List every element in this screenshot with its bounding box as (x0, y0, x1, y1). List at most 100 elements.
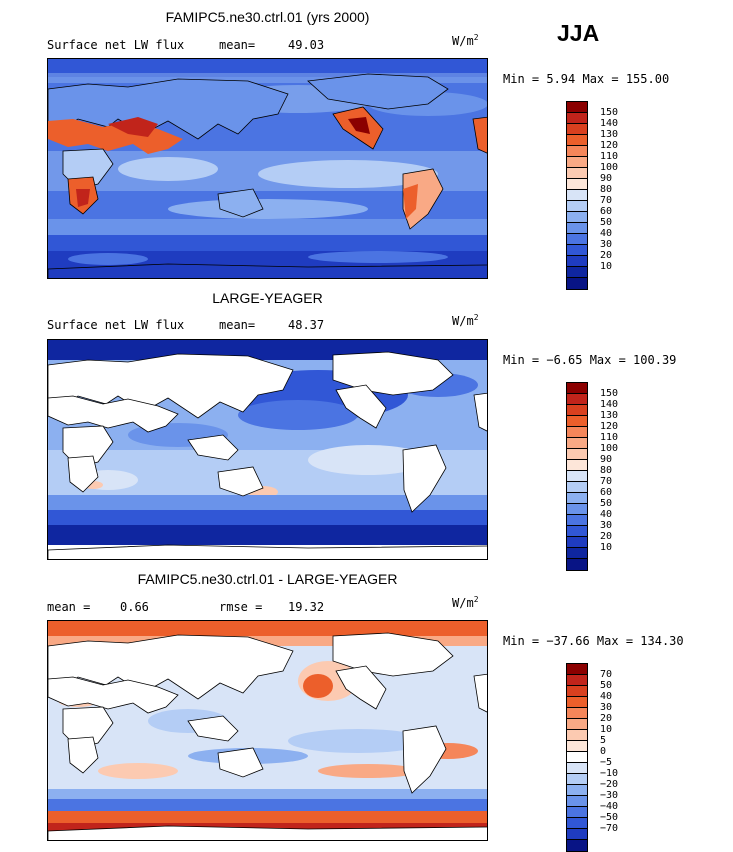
panel2-colorbar-labels: 150 140 130 120 110 100 90 80 70 60 50 40 30 20 10 (600, 388, 618, 553)
panel3-land (48, 632, 487, 840)
colorbar-tick-label: 5 (600, 735, 607, 746)
colorbar-segment (567, 548, 587, 559)
colorbar-segment (567, 135, 587, 146)
panel3-mean-value: 0.66 (120, 600, 149, 614)
colorbar-segment (567, 416, 587, 427)
colorbar-tick-label: 80 (600, 465, 613, 476)
colorbar-segment (567, 807, 587, 818)
colorbar-segment (567, 515, 587, 526)
colorbar-segment (567, 113, 587, 124)
panel2-mean-label: mean= (219, 318, 256, 332)
colorbar-segment (567, 829, 587, 840)
colorbar-tick-label: 20 (600, 250, 613, 261)
panel3-minmax: Min = −37.66 Max = 134.30 (503, 634, 684, 648)
panel3-colorbar-labels: 70 50 40 30 20 10 5 0 −5 −10 −20 −30 −40 −50 −70 (600, 669, 618, 834)
panel2-colorbar (566, 382, 588, 571)
colorbar-segment (567, 818, 587, 829)
panel1-colorbar (566, 101, 588, 290)
colorbar-tick-label: 70 (600, 195, 613, 206)
panel3-title: FAMIPC5.ne30.ctrl.01 - LARGE-YEAGER (137, 571, 398, 587)
colorbar-segment (567, 190, 587, 201)
panel1-minmax: Min = 5.94 Max = 155.00 (503, 72, 670, 86)
colorbar-segment (567, 168, 587, 179)
panel3-rmse-label: rmse = (219, 600, 263, 614)
colorbar-tick-label: 30 (600, 520, 613, 531)
colorbar-tick-label: 80 (600, 184, 613, 195)
panel1-land (48, 73, 487, 278)
colorbar-segment (567, 482, 587, 493)
colorbar-segment (567, 124, 587, 135)
colorbar-segment (567, 504, 587, 515)
colorbar-tick-label: 110 (600, 432, 619, 443)
colorbar-tick-label: 50 (600, 680, 613, 691)
panel1-map (47, 58, 488, 279)
colorbar-segment (567, 697, 587, 708)
colorbar-segment (567, 526, 587, 537)
panel1-variable-label: Surface net LW flux (47, 38, 185, 52)
colorbar-segment (567, 267, 587, 278)
colorbar-segment (567, 471, 587, 482)
colorbar-tick-label: 70 (600, 476, 613, 487)
panel3-units: W/m2 (452, 595, 479, 610)
colorbar-tick-label: 110 (600, 151, 619, 162)
colorbar-segment (567, 493, 587, 504)
colorbar-tick-label: 150 (600, 388, 619, 399)
colorbar-segment (567, 686, 587, 697)
colorbar-segment (567, 212, 587, 223)
colorbar-tick-label: 90 (600, 454, 613, 465)
panel1-map-plot (48, 59, 487, 278)
colorbar-tick-label: 50 (600, 498, 613, 509)
panel2-variable-label: Surface net LW flux (47, 318, 185, 332)
colorbar-segment (567, 438, 587, 449)
colorbar-tick-label: 0 (600, 746, 607, 757)
colorbar-tick-label: 120 (600, 421, 619, 432)
colorbar-segment (567, 774, 587, 785)
colorbar-tick-label: 10 (600, 724, 613, 735)
colorbar-tick-label: 40 (600, 691, 613, 702)
colorbar-segment (567, 840, 587, 851)
colorbar-segment (567, 201, 587, 212)
colorbar-segment (567, 752, 587, 763)
colorbar-tick-label: 50 (600, 217, 613, 228)
panel1-units: W/m2 (452, 33, 479, 48)
colorbar-segment (567, 223, 587, 234)
colorbar-tick-label: 20 (600, 713, 613, 724)
colorbar-tick-label: 10 (600, 542, 613, 553)
panel3-colorbar (566, 663, 588, 852)
colorbar-segment (567, 460, 587, 471)
colorbar-segment (567, 179, 587, 190)
colorbar-tick-label: 30 (600, 239, 613, 250)
panel1-colorbar-labels: 150 140 130 120 110 100 90 80 70 60 50 40 30 20 10 (600, 107, 618, 272)
colorbar-segment (567, 719, 587, 730)
colorbar-segment (567, 157, 587, 168)
colorbar-segment (567, 449, 587, 460)
colorbar-segment (567, 245, 587, 256)
colorbar-segment (567, 278, 587, 289)
colorbar-tick-label: 140 (600, 118, 619, 129)
panel1-mean-label: mean= (219, 38, 256, 52)
panel3-mean-label: mean = (47, 600, 91, 614)
colorbar-tick-label: 60 (600, 206, 613, 217)
colorbar-segment (567, 537, 587, 548)
panel3-map-plot (48, 621, 487, 840)
panel2-units: W/m2 (452, 313, 479, 328)
colorbar-tick-label: −70 (600, 823, 619, 834)
colorbar-tick-label: 100 (600, 443, 619, 454)
colorbar-segment (567, 394, 587, 405)
colorbar-segment (567, 796, 587, 807)
colorbar-tick-label: 120 (600, 140, 619, 151)
colorbar-tick-label: 130 (600, 410, 619, 421)
colorbar-segment (567, 146, 587, 157)
panel1-title: FAMIPC5.ne30.ctrl.01 (yrs 2000) (165, 9, 370, 25)
colorbar-tick-label: 30 (600, 702, 613, 713)
colorbar-segment (567, 383, 587, 394)
colorbar-tick-label: −50 (600, 812, 619, 823)
colorbar-segment (567, 559, 587, 570)
colorbar-segment (567, 256, 587, 267)
panel2-map (47, 339, 488, 560)
colorbar-tick-label: 20 (600, 531, 613, 542)
panel2-minmax: Min = −6.65 Max = 100.39 (503, 353, 677, 367)
panel1-mean-value: 49.03 (288, 38, 325, 52)
colorbar-tick-label: 60 (600, 487, 613, 498)
panel2-map-plot (48, 340, 487, 559)
